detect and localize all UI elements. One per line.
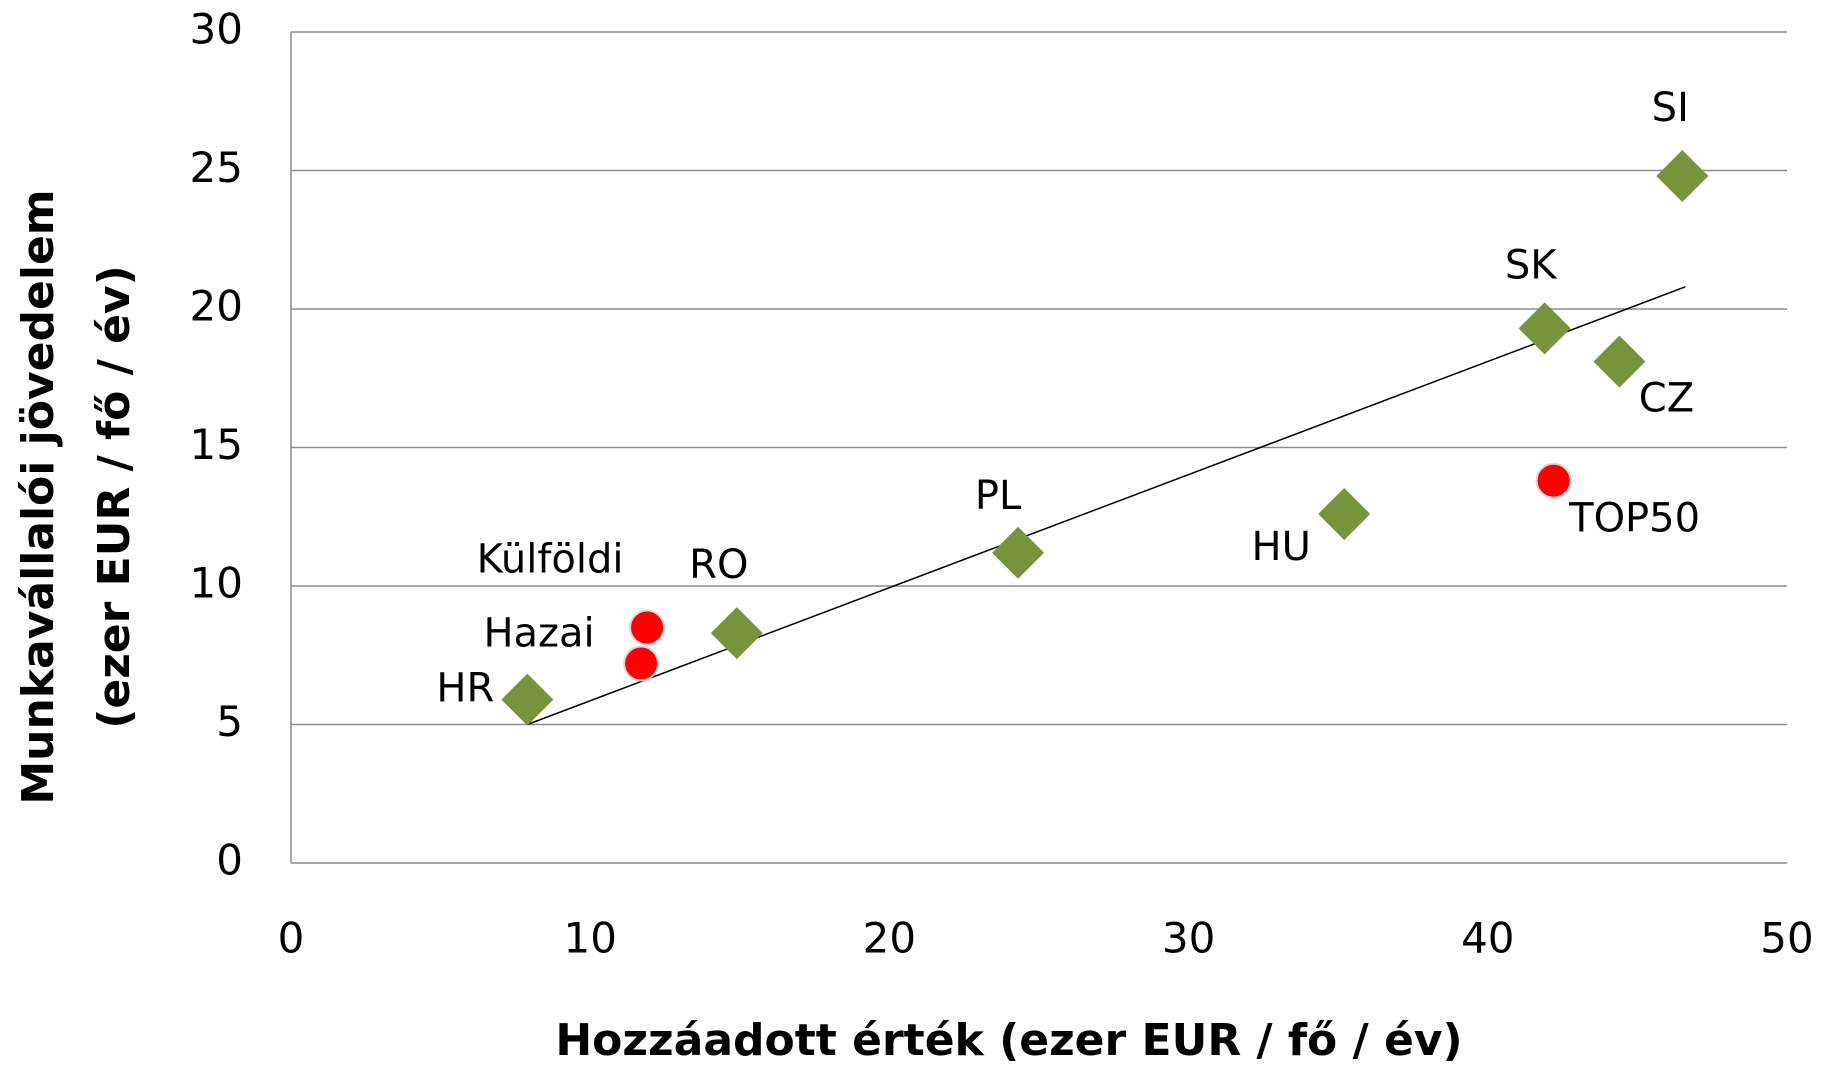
y-axis-title: Munkavállalói jövedelem	[13, 189, 64, 804]
x-tick-label: 20	[863, 914, 916, 963]
point	[501, 673, 554, 726]
y-tick-label: 20	[190, 282, 243, 331]
point	[710, 607, 763, 660]
point-label: Külföldi	[477, 537, 624, 583]
point	[1656, 150, 1709, 203]
point	[1535, 462, 1572, 499]
point-label: SK	[1505, 242, 1558, 288]
y-tick-label: 30	[190, 5, 243, 54]
x-tick-label: 40	[1461, 914, 1514, 963]
trendline	[527, 286, 1686, 726]
point-label: HU	[1252, 524, 1311, 570]
x-tick-label: 10	[563, 914, 616, 963]
point-label: CZ	[1639, 376, 1694, 422]
point	[1318, 487, 1371, 540]
y-tick-label: 5	[216, 697, 243, 746]
y-axis-title: (ezer EUR / fő / év)	[89, 265, 140, 729]
x-axis-title: Hozzáadott érték (ezer EUR / fő / év)	[555, 1015, 1462, 1066]
point-label: Hazai	[483, 611, 594, 657]
point	[992, 526, 1045, 579]
x-tick-label: 30	[1162, 914, 1215, 963]
y-tick-label: 15	[190, 420, 243, 469]
y-tick-label: 0	[216, 836, 243, 885]
point	[629, 609, 666, 646]
point	[1518, 302, 1571, 355]
point	[623, 645, 660, 682]
y-tick-label: 25	[190, 143, 243, 192]
point	[1593, 335, 1646, 388]
point-label: HR	[436, 666, 494, 712]
point-label: SI	[1652, 85, 1689, 131]
x-tick-label: 50	[1760, 914, 1813, 963]
x-tick-label: 0	[278, 914, 305, 963]
point-label: PL	[975, 473, 1022, 519]
point-label: RO	[689, 542, 748, 588]
y-tick-label: 10	[190, 559, 243, 608]
point-label: TOP50	[1568, 496, 1700, 542]
